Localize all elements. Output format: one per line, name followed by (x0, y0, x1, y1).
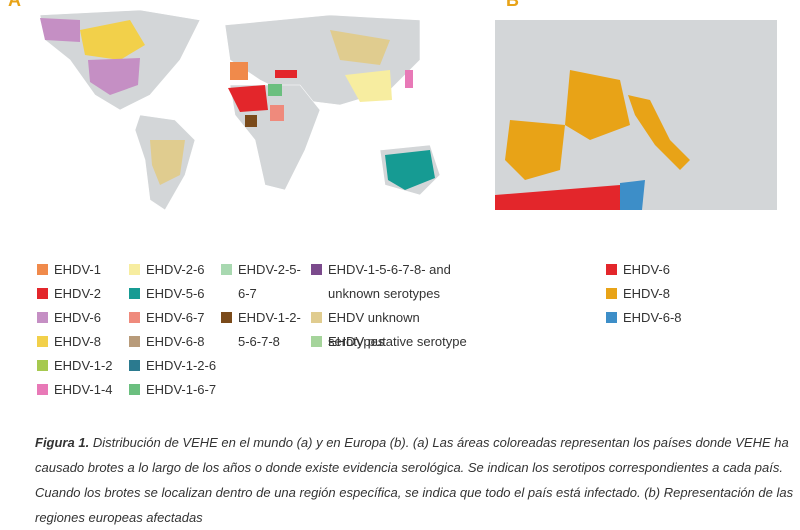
legend-europe: EHDV-6 EHDV-8 EHDV-6-8 (606, 258, 756, 330)
legend-label: EHDV-8 (623, 286, 670, 301)
legend-swatch (37, 336, 48, 347)
legend-swatch (221, 312, 232, 323)
legend-item: EHDV-6 (37, 306, 129, 330)
legend-item: EHDV-6-7 (129, 306, 221, 330)
legend-swatch (129, 264, 140, 275)
legend-swatch (129, 360, 140, 371)
legend-swatch (606, 264, 617, 275)
legend-item: EHDV-1-5-6-7-8- and unknown serotypes (311, 258, 481, 306)
legend-label: EHDV-1 (54, 262, 101, 277)
legend-item: EHDV-1-2 (37, 354, 129, 378)
legend-world: EHDV-1 EHDV-2 EHDV-6 EHDV-8 EHDV-1-2 EHDV-1-4… (37, 258, 487, 402)
legend-item: EHDV-2-6 (129, 258, 221, 282)
legend-swatch (311, 264, 322, 275)
legend-item: EHDV-1-6-7 (129, 378, 221, 402)
legend-swatch (221, 264, 232, 275)
legend-swatch (129, 336, 140, 347)
legend-item: EHDV-1-2-6 (129, 354, 221, 378)
legend-swatch (37, 264, 48, 275)
legend-label: EHDV-1-2-5-6-7-8 (238, 310, 301, 349)
legend-label: EHDV-2-5-6-7 (238, 262, 301, 301)
page: A B EHDV-1 EHDV-2 EHDV-6 EHDV-8 EHDV-1-2 EHDV… (8, 0, 794, 525)
world-highlights (40, 18, 435, 190)
caption-label: Figura 1. (35, 435, 90, 450)
legend-label: EHDV-1-6-7 (146, 382, 217, 397)
legend-item: EHDV-8 (37, 330, 129, 354)
legend-label: EHDV-6 (623, 262, 670, 277)
legend-label: EHDV unknown serotypes (328, 310, 420, 349)
legend-label: EHDV-2 (54, 286, 101, 301)
legend-item: EHDV-1-2-5-6-7-8 (221, 306, 311, 354)
legend-item: EHDV-1-4 (37, 378, 129, 402)
caption: Figura 1. Distribución de VEHE en el mun… (35, 430, 795, 530)
legend-swatch (606, 312, 617, 323)
legend-label: EHDV-6 (54, 310, 101, 325)
legend-swatch (311, 312, 322, 323)
legend-label: EHDV putative serotype (328, 334, 467, 349)
legend-item: EHDV-5-6 (129, 282, 221, 306)
legend-label: EHDV-6-8 (623, 310, 682, 325)
legend-swatch (606, 288, 617, 299)
caption-text: Distribución de VEHE en el mundo (a) y e… (35, 435, 794, 525)
legend-swatch (37, 360, 48, 371)
legend-item: EHDV-6-8 (129, 330, 221, 354)
legend-swatch (129, 312, 140, 323)
legend-swatch (37, 384, 48, 395)
europe-highlights (495, 70, 690, 210)
legend-label: EHDV-1-2 (54, 358, 113, 373)
panel-label: A (8, 0, 21, 10)
legend-swatch (129, 384, 140, 395)
legend-item: EHDV-8 (606, 282, 756, 306)
maps (39, 9, 777, 211)
legend-swatch (37, 288, 48, 299)
legend-label: EHDV-1-5-6-7-8- and unknown serotypes (328, 262, 451, 301)
legend-label: EHDV-6-7 (146, 310, 205, 325)
legend-item: EHDV unknown serotypes (311, 306, 481, 349)
legend-item: EHDV putative serotype (311, 330, 481, 354)
legend-swatch (37, 312, 48, 323)
legend-item: EHDV-2-5-6-7 (221, 258, 311, 306)
legend-label: EHDV-1-4 (54, 382, 113, 397)
legend-label: EHDV-8 (54, 334, 101, 349)
legend-label: EHDV-6-8 (146, 334, 205, 349)
legend-swatch (311, 336, 322, 347)
legend-label: EHDV-1-2-6 (146, 358, 217, 373)
legend-swatch (129, 288, 140, 299)
legend-label: EHDV-5-6 (146, 286, 205, 301)
legend-item: EHDV-6 (606, 258, 756, 282)
legend-item: EHDV-2 (37, 282, 129, 306)
panel-label: B (506, 0, 519, 10)
legend-item: EHDV-6-8 (606, 306, 756, 330)
legend-label: EHDV-2-6 (146, 262, 205, 277)
legend-item: EHDV-1 (37, 258, 129, 282)
